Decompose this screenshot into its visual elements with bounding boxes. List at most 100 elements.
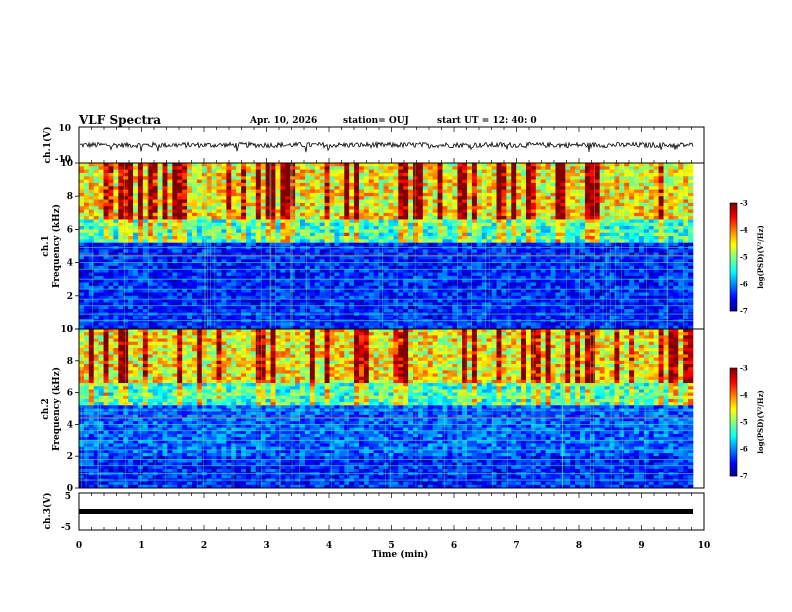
- spectrogram-cell: [560, 206, 566, 210]
- spectrogram-cell: [688, 186, 694, 190]
- spectrogram-cell: [673, 199, 679, 204]
- spectrogram-cell: [678, 289, 684, 293]
- spectrogram-cell: [471, 212, 478, 217]
- spectrogram-cell: [177, 222, 183, 227]
- spectrogram-cell: [408, 252, 414, 257]
- spectrogram-cell: [648, 275, 654, 280]
- spectrogram-cell: [560, 202, 566, 207]
- spectrogram-cell: [550, 249, 556, 253]
- spectrogram-cell: [226, 163, 232, 167]
- spectrogram-cell: [609, 275, 615, 280]
- spectrogram-cell: [177, 199, 183, 204]
- spectrogram-cell: [339, 212, 345, 217]
- spectrogram-cell: [241, 182, 247, 187]
- spectrogram-cell: [285, 192, 291, 197]
- spectrogram-cell: [231, 212, 237, 217]
- spectrogram-cell: [555, 242, 561, 247]
- spectrogram-cell: [182, 269, 188, 273]
- spectrogram-cell: [555, 169, 561, 174]
- spectrogram-cell: [182, 189, 188, 194]
- spectrogram-cell: [496, 196, 502, 200]
- spectrogram-cell: [108, 216, 114, 220]
- spectrogram-cell: [481, 289, 487, 293]
- spectrogram-cell: [442, 176, 448, 180]
- spectrogram-cell: [555, 289, 561, 293]
- spectrogram-cell: [427, 232, 433, 237]
- spectrogram-cell: [648, 189, 654, 194]
- spectrogram-cell: [88, 255, 95, 260]
- spectrogram-cell: [609, 229, 615, 234]
- spectrogram-cell: [196, 275, 203, 280]
- spectrogram-cell: [275, 285, 281, 290]
- spectrogram-cell: [363, 179, 370, 184]
- spectrogram-cell: [211, 259, 217, 263]
- spectrogram-cell: [206, 206, 212, 210]
- spectrogram-cell: [255, 262, 262, 267]
- spectrogram-cell: [226, 226, 232, 230]
- spectrogram-cell: [250, 182, 257, 187]
- spectrogram-cell: [452, 285, 458, 290]
- spectrogram-cell: [265, 199, 271, 204]
- ch1-waveform-panel: 10 -10 ch.1(V): [42, 124, 705, 165]
- spectrogram-cell: [688, 242, 694, 247]
- spectrogram-cell: [432, 209, 438, 214]
- spectrogram-cell: [673, 285, 679, 290]
- spectrogram-cell: [314, 275, 320, 280]
- spectrogram-cell: [540, 196, 546, 200]
- spectrogram-cell: [344, 206, 350, 210]
- spectrogram-cell: [462, 282, 468, 287]
- spectrogram-cell: [471, 209, 478, 214]
- spectrogram-cell: [584, 279, 591, 283]
- spectrogram-cell: [437, 239, 443, 243]
- spectrogram-cell: [580, 186, 586, 190]
- spectrogram-cell: [584, 289, 591, 293]
- spectrogram-cell: [580, 222, 586, 227]
- spectrogram-cell: [378, 236, 384, 240]
- spectrogram-cell: [452, 226, 458, 230]
- spectrogram-cell: [260, 169, 266, 174]
- spectrogram-cell: [683, 262, 689, 267]
- spectrogram-cell: [476, 202, 483, 207]
- spectrogram-cell: [324, 186, 330, 190]
- spectrogram-cell: [221, 279, 227, 283]
- spectrogram-cell: [339, 202, 345, 207]
- spectrogram-cell: [575, 166, 581, 170]
- spectrogram-cell: [638, 182, 645, 187]
- spectrogram-cell: [604, 206, 610, 210]
- spectrogram-cell: [481, 169, 487, 174]
- spectrogram-cell: [319, 179, 325, 184]
- spectrogram-cell: [137, 186, 144, 190]
- spectrogram-cell: [678, 226, 684, 230]
- spectrogram-cell: [137, 219, 144, 224]
- spectrogram-cell: [314, 236, 320, 240]
- spectrogram-cell: [638, 216, 645, 220]
- spectrogram-cell: [304, 222, 311, 227]
- spectrogram-cell: [270, 199, 276, 204]
- spectrogram-cell: [309, 216, 316, 220]
- spectrogram-cell: [319, 196, 325, 200]
- spectrogram-cell: [339, 166, 345, 170]
- spectrogram-cell: [467, 219, 473, 224]
- spectrogram-cell: [93, 189, 99, 194]
- spectrogram-cell: [437, 265, 443, 270]
- spectrogram-cell: [187, 255, 193, 260]
- spectrogram-cell: [334, 232, 340, 237]
- spectrogram-cell: [422, 186, 429, 190]
- spectrogram-cell: [113, 282, 119, 287]
- spectrogram-cell: [275, 216, 281, 220]
- spectrogram-cell: [300, 199, 306, 204]
- spectrogram-cell: [457, 192, 463, 197]
- spectrogram-cell: [329, 192, 335, 197]
- spectrogram-cell: [521, 189, 527, 194]
- spectrogram-cell: [668, 199, 674, 204]
- spectrogram-cell: [270, 272, 276, 277]
- spectrogram-cell: [540, 236, 546, 240]
- spectrogram-cell: [678, 176, 684, 180]
- spectrogram-cell: [314, 163, 320, 167]
- spectrogram-cell: [452, 229, 458, 234]
- spectrogram-cell: [550, 239, 556, 243]
- spectrogram-cell: [624, 219, 630, 224]
- spectrogram-cell: [589, 169, 596, 174]
- spectrogram-cell: [516, 172, 522, 177]
